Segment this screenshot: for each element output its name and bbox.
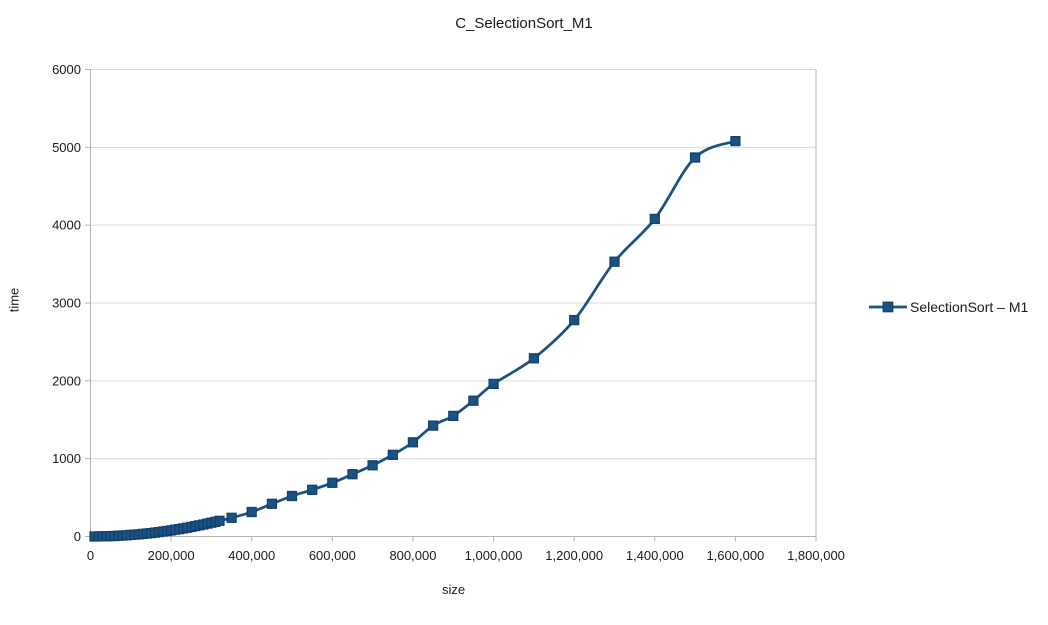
y-tick-label: 0 — [74, 529, 81, 544]
data-point-marker — [488, 378, 499, 390]
legend-marker-icon — [869, 301, 907, 313]
x-tick-label: 1,800,000 — [787, 548, 845, 563]
data-point-marker — [528, 353, 540, 364]
x-tick-label: 200,000 — [148, 548, 195, 563]
y-tick-label: 1000 — [52, 451, 81, 466]
x-tick-label: 1,600,000 — [706, 548, 764, 563]
series-line — [93, 139, 737, 538]
data-point-marker — [689, 152, 701, 163]
data-point-marker — [387, 449, 398, 460]
data-point-marker — [569, 314, 580, 326]
chart-title: C_SelectionSort_M1 — [455, 15, 593, 32]
y-tick-label: 4000 — [52, 218, 81, 233]
x-tick-label: 600,000 — [309, 548, 356, 563]
y-tick-label: 5000 — [52, 140, 81, 155]
x-tick-label: 400,000 — [228, 548, 275, 563]
data-point-marker — [307, 484, 318, 495]
x-tick-label: 1,400,000 — [626, 548, 684, 563]
x-tick-label: 0 — [87, 548, 94, 563]
data-point-marker — [214, 515, 225, 526]
legend-label: SelectionSort – M1 — [910, 299, 1029, 315]
data-point-marker — [649, 213, 660, 225]
x-tick-label: 1,200,000 — [545, 548, 603, 563]
data-point-marker — [327, 477, 338, 488]
data-point-marker — [730, 135, 741, 147]
data-point-marker — [246, 506, 257, 518]
y-tick-label: 3000 — [52, 296, 81, 311]
data-point-marker — [347, 469, 358, 480]
data-point-marker — [448, 410, 459, 422]
x-tick-label: 800,000 — [389, 548, 436, 563]
data-point-marker — [407, 437, 419, 448]
legend-square-marker — [882, 301, 894, 313]
x-tick-label: 1,000,000 — [465, 548, 523, 563]
data-point-marker — [367, 460, 378, 471]
legend: SelectionSort – M1 — [869, 297, 1028, 317]
x-axis-title: size — [441, 582, 466, 597]
data-point-marker — [609, 256, 620, 267]
data-point-marker — [427, 420, 439, 431]
y-axis-title: time — [6, 287, 22, 313]
y-tick-label: 6000 — [52, 62, 81, 77]
data-point-marker — [226, 512, 237, 523]
data-point-marker — [286, 490, 298, 502]
data-point-marker — [468, 395, 479, 406]
y-tick-label: 2000 — [52, 373, 81, 388]
data-point-marker — [266, 498, 278, 509]
